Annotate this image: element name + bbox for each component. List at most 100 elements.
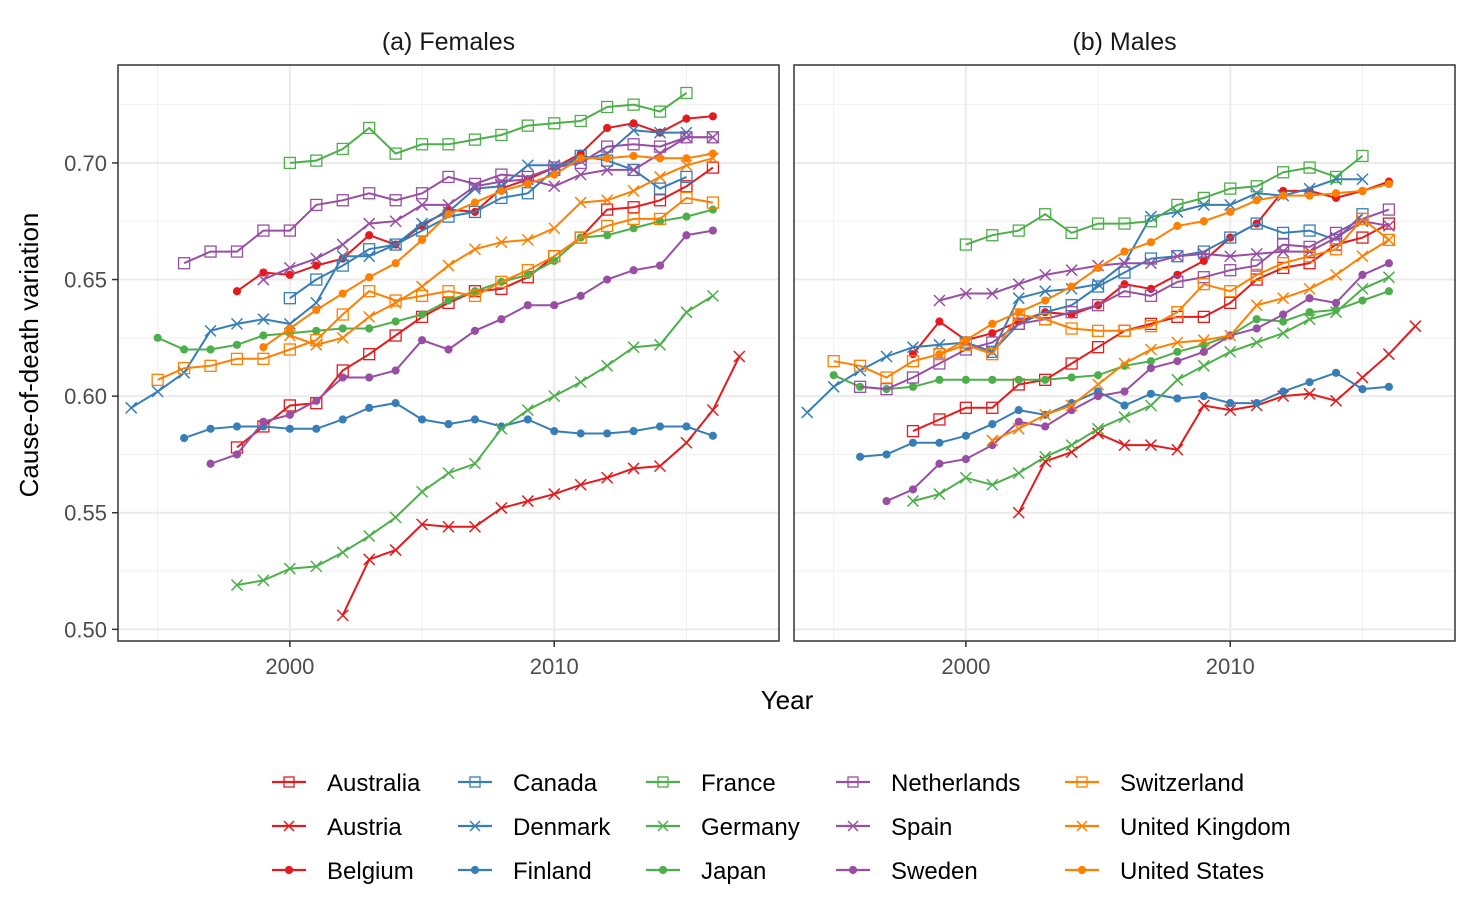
data-point [1197, 310, 1210, 324]
data-point [680, 86, 693, 100]
data-point [468, 133, 482, 146]
series-line [991, 239, 1390, 442]
data-point [232, 340, 242, 349]
data-point [1012, 292, 1025, 305]
data-point [959, 401, 973, 414]
data-point [470, 326, 480, 335]
data-point [880, 350, 893, 363]
series-line [1017, 325, 1417, 514]
series-line [210, 229, 714, 465]
data-point [1118, 266, 1131, 279]
data-point [550, 170, 559, 179]
data-point [285, 410, 294, 419]
y-tick-label: 0.65 [64, 268, 107, 293]
data-point [550, 427, 559, 436]
legend-key-marker [1076, 776, 1088, 788]
series-line [938, 182, 1390, 356]
series-united-states [935, 179, 1393, 359]
data-point [1305, 378, 1314, 387]
data-point [310, 273, 323, 286]
data-point [338, 415, 347, 424]
data-point [206, 345, 215, 354]
data-point [1120, 387, 1129, 396]
legend-label: Switzerland [1120, 770, 1244, 797]
data-point [653, 460, 667, 473]
legend-item-japan: Japan [646, 858, 766, 885]
data-point [1171, 250, 1184, 263]
data-point [733, 350, 746, 363]
data-point [708, 431, 717, 440]
series-line [886, 262, 1390, 503]
series-netherlands [177, 131, 720, 270]
data-point [933, 294, 946, 307]
data-point [363, 348, 376, 361]
data-point [1384, 287, 1393, 296]
data-point [935, 459, 944, 468]
data-point [1118, 439, 1131, 452]
data-point [653, 170, 667, 183]
data-point [1224, 404, 1237, 417]
data-point [259, 331, 268, 340]
data-point [1303, 313, 1316, 326]
data-point [259, 417, 268, 426]
data-point [416, 485, 429, 498]
data-point [521, 495, 534, 508]
data-point [653, 182, 667, 195]
y-tick-label: 0.60 [64, 384, 107, 409]
data-point [1224, 198, 1237, 211]
data-point [706, 196, 720, 209]
data-point [1224, 231, 1237, 244]
legend-item-united-kingdom: United Kingdom [1065, 814, 1291, 841]
data-point [1065, 322, 1078, 335]
data-point [230, 352, 244, 365]
data-point [1303, 257, 1316, 270]
data-point [1067, 373, 1076, 382]
data-point [1276, 166, 1290, 179]
data-point [933, 488, 946, 501]
data-point [908, 382, 918, 391]
data-point [177, 257, 191, 270]
data-point [1171, 198, 1184, 212]
data-point [470, 415, 480, 424]
data-point [548, 390, 561, 403]
data-point [935, 438, 944, 447]
legend-label: Australia [327, 770, 421, 797]
series-germany [906, 271, 1395, 508]
legend-item-australia: Australia [272, 770, 421, 797]
series-line [912, 222, 1390, 433]
data-point [521, 264, 534, 277]
legend-label: Japan [701, 858, 766, 885]
data-point [1303, 387, 1316, 400]
data-point [906, 495, 920, 508]
data-point [521, 404, 534, 417]
data-point [232, 422, 242, 431]
data-point [682, 231, 691, 240]
data-point [829, 371, 838, 380]
data-point [442, 259, 455, 272]
data-point [603, 231, 612, 240]
data-point [1091, 217, 1105, 230]
data-point [1250, 336, 1263, 349]
series-line [130, 129, 687, 409]
data-point [1356, 173, 1369, 186]
data-point [495, 168, 508, 181]
legend-item-france: France [646, 770, 776, 797]
data-point [550, 256, 559, 265]
data-point [574, 478, 587, 491]
legend: Australia Austria Belgium Canada Denmark Finl… [272, 770, 1291, 885]
series-line [262, 152, 714, 349]
data-point [1144, 257, 1157, 270]
data-point [363, 243, 376, 256]
legend-key-marker [847, 820, 859, 832]
data-point [1171, 306, 1184, 319]
legend-item-austria: Austria [272, 814, 402, 841]
data-point [682, 114, 691, 123]
data-point [655, 261, 665, 270]
panel-title: (b) Males [1072, 28, 1176, 56]
data-point [1144, 215, 1158, 228]
data-point [523, 179, 532, 189]
data-point [1356, 371, 1369, 384]
data-point [1144, 399, 1157, 412]
series-france [959, 149, 1369, 251]
